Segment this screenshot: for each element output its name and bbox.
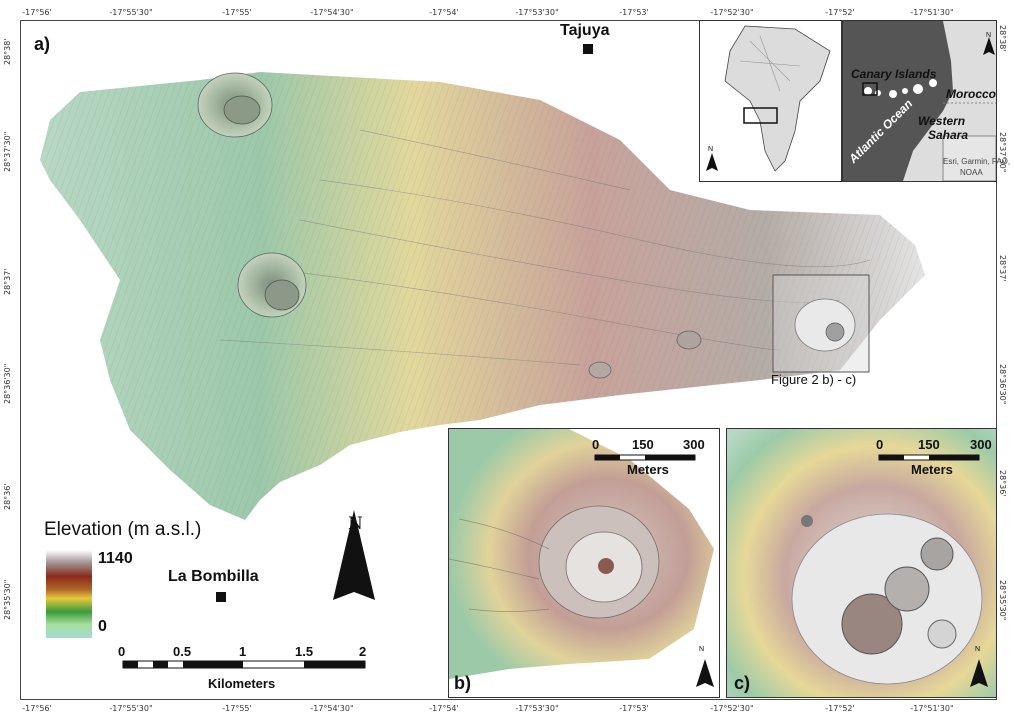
region-north-label: N xyxy=(986,32,992,39)
main-elevation-map xyxy=(40,72,925,669)
top-tick-label: -17°54' xyxy=(429,8,459,17)
inset-c-scale-tick-300: 300 xyxy=(970,437,992,452)
legend-max: 1140 xyxy=(98,550,133,567)
panel-label-b: b) xyxy=(454,673,471,693)
top-tick-label: -17°53' xyxy=(619,8,649,17)
inset-c-north-label: N xyxy=(975,646,981,653)
scale-tick-0: 0 xyxy=(118,644,126,659)
legend-title: Elevation (m a.s.l.) xyxy=(44,519,202,540)
top-tick-label: -17°52' xyxy=(825,8,855,17)
region-map xyxy=(862,21,996,181)
figure-extent-label: Figure 2 b) - c) xyxy=(771,372,857,387)
label-morocco: Morocco xyxy=(946,87,997,101)
bottom-tick-label: -17°54'30" xyxy=(310,704,354,713)
inset-b-scale-tick-0: 0 xyxy=(592,437,600,452)
scale-tick-1-5: 1.5 xyxy=(295,644,314,659)
right-tick-label: 28°38' xyxy=(998,25,1007,52)
scale-tick-1: 1 xyxy=(239,644,247,659)
scale-tick-2: 2 xyxy=(359,644,367,659)
bottom-tick-label: -17°52'30" xyxy=(710,704,754,713)
left-tick-label: 28°37' xyxy=(3,268,12,295)
inset-c-scale-tick-0: 0 xyxy=(876,437,884,452)
panel-label-a: a) xyxy=(34,34,51,54)
bottom-tick-label: -17°56' xyxy=(22,704,52,713)
inset-b-scale-tick-300: 300 xyxy=(683,437,705,452)
top-tick-label: -17°54'30" xyxy=(310,8,354,17)
north-arrow-icon xyxy=(333,510,375,600)
island-outline-map xyxy=(706,25,831,172)
left-tick-label: 28°38' xyxy=(3,38,12,65)
bottom-tick-label: -17°55'30" xyxy=(109,704,153,713)
north-label: N xyxy=(348,514,363,534)
scale-tick-0-5: 0.5 xyxy=(173,644,192,659)
top-tick-label: -17°53'30" xyxy=(515,8,559,17)
region-locator-inset xyxy=(842,20,997,182)
left-tick-label: 28°37'30" xyxy=(3,131,12,172)
elevation-color-ramp xyxy=(46,550,92,638)
inset-b-north-label: N xyxy=(699,646,705,653)
inset-b-map xyxy=(449,429,714,687)
inset-c-scale-tick-150: 150 xyxy=(918,437,940,452)
left-tick-label: 28°36'30" xyxy=(3,363,12,404)
label-canary-islands: Canary Islands xyxy=(851,67,937,81)
left-tick-label: 28°36' xyxy=(3,483,12,510)
inset-c xyxy=(726,428,997,698)
main-scale-bar xyxy=(122,660,366,669)
left-tick-label: 28°35'30" xyxy=(3,579,12,620)
bottom-tick-label: -17°55' xyxy=(222,704,252,713)
inset-c-scale-unit: Meters xyxy=(911,462,953,477)
la-bombilla-marker xyxy=(216,592,226,602)
inset-b-scale-unit: Meters xyxy=(627,462,669,477)
right-tick-label: 28°36' xyxy=(998,470,1007,497)
scale-unit-km: Kilometers xyxy=(208,676,276,691)
bottom-tick-label: -17°51'30" xyxy=(910,704,954,713)
right-tick-label: 28°36'30" xyxy=(998,364,1007,405)
bottom-tick-label: -17°52' xyxy=(825,704,855,713)
bottom-tick-label: -17°53' xyxy=(619,704,649,713)
right-tick-label: 28°35'30" xyxy=(998,580,1007,621)
top-tick-label: -17°55'30" xyxy=(109,8,153,17)
tajuya-marker xyxy=(583,44,593,54)
attribution-line-2: NOAA xyxy=(960,168,983,177)
right-tick-label: 28°37'30" xyxy=(998,132,1007,173)
place-label-tajuya: Tajuya xyxy=(560,22,610,39)
attribution-line-1: Esri, Garmin, FAO, xyxy=(943,157,1011,166)
top-tick-label: -17°55' xyxy=(222,8,252,17)
inset-c-map xyxy=(727,429,996,697)
label-western: Western xyxy=(918,114,966,128)
bottom-tick-label: -17°53'30" xyxy=(515,704,559,713)
place-label-la-bombilla: La Bombilla xyxy=(168,568,259,585)
island-locator-inset xyxy=(699,20,842,182)
top-tick-label: -17°52'30" xyxy=(710,8,754,17)
locator-north-label: N xyxy=(708,146,714,153)
top-tick-label: -17°56' xyxy=(22,8,52,17)
panel-label-c: c) xyxy=(734,673,751,693)
bottom-tick-label: -17°54' xyxy=(429,704,459,713)
top-tick-label: -17°51'30" xyxy=(910,8,954,17)
inset-b-scale-tick-150: 150 xyxy=(632,437,654,452)
label-sahara: Sahara xyxy=(928,128,969,142)
right-tick-label: 28°37' xyxy=(998,255,1007,282)
inset-b xyxy=(448,428,720,698)
legend-min: 0 xyxy=(98,618,107,635)
